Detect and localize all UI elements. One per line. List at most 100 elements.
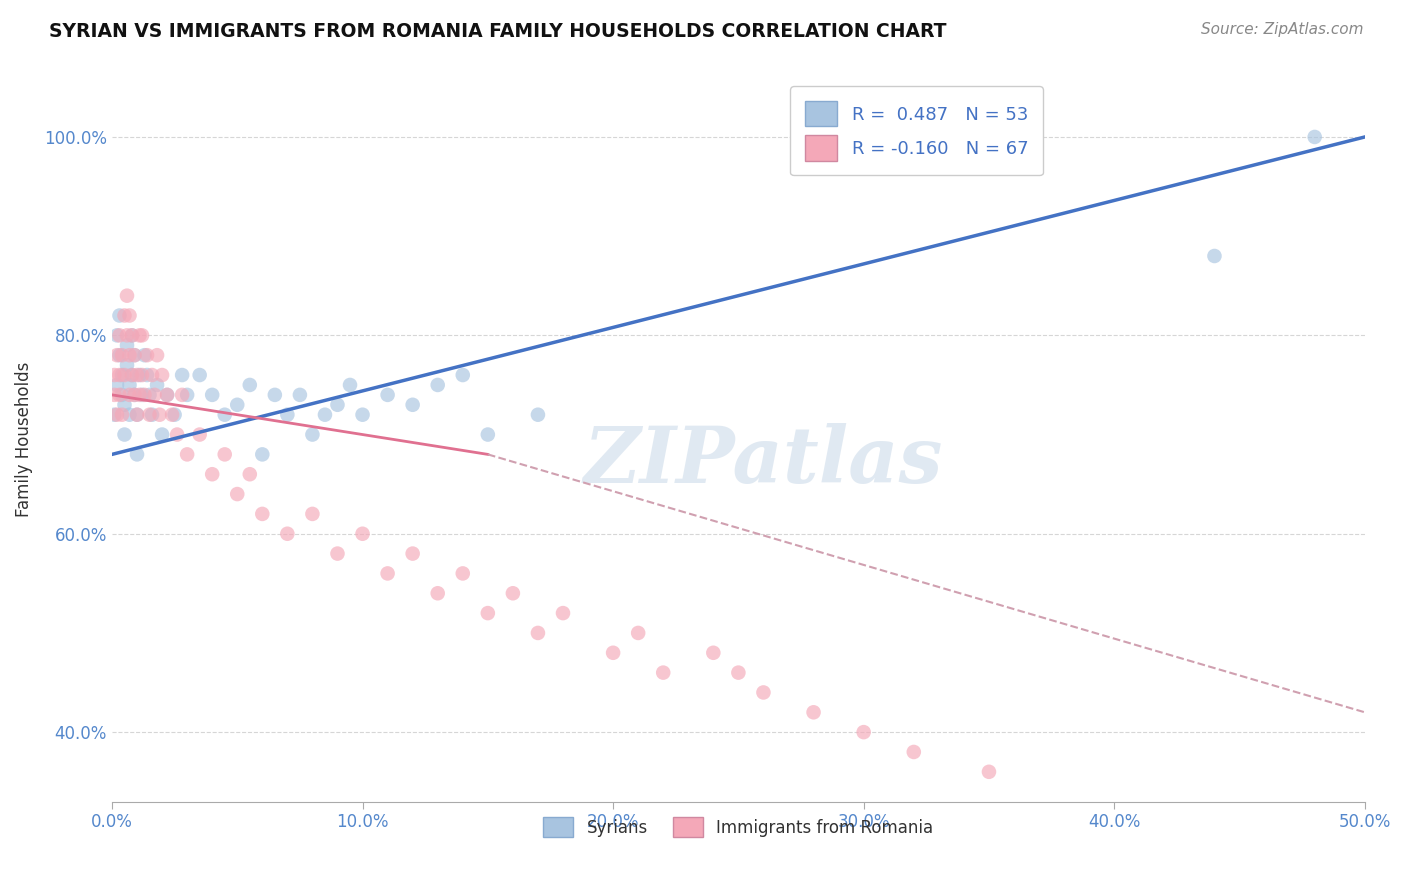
Point	[1204, 249, 1226, 263]
Point	[125, 408, 148, 422]
Point	[105, 408, 128, 422]
Point	[627, 626, 650, 640]
Text: Source: ZipAtlas.com: Source: ZipAtlas.com	[1201, 22, 1364, 37]
Point	[114, 368, 136, 382]
Point	[118, 408, 141, 422]
Point	[352, 408, 374, 422]
Point	[141, 408, 163, 422]
Point	[115, 338, 138, 352]
Point	[105, 378, 128, 392]
Point	[226, 487, 249, 501]
Point	[477, 606, 499, 620]
Point	[426, 378, 449, 392]
Point	[118, 309, 141, 323]
Point	[527, 408, 550, 422]
Point	[111, 348, 134, 362]
Point	[263, 388, 285, 402]
Point	[128, 328, 150, 343]
Point	[602, 646, 624, 660]
Point	[134, 388, 156, 402]
Point	[239, 378, 262, 392]
Point	[114, 427, 136, 442]
Point	[176, 388, 198, 402]
Point	[903, 745, 925, 759]
Point	[111, 408, 134, 422]
Point	[131, 368, 153, 382]
Point	[301, 507, 323, 521]
Point	[143, 388, 166, 402]
Legend: Syrians, Immigrants from Romania: Syrians, Immigrants from Romania	[537, 810, 941, 844]
Point	[477, 427, 499, 442]
Point	[172, 388, 194, 402]
Point	[276, 526, 298, 541]
Point	[1303, 130, 1326, 145]
Point	[108, 348, 131, 362]
Point	[131, 328, 153, 343]
Point	[111, 368, 134, 382]
Point	[115, 288, 138, 302]
Point	[401, 398, 423, 412]
Point	[108, 368, 131, 382]
Point	[118, 388, 141, 402]
Point	[103, 368, 125, 382]
Point	[301, 427, 323, 442]
Point	[156, 388, 179, 402]
Point	[166, 427, 188, 442]
Point	[352, 526, 374, 541]
Point	[114, 309, 136, 323]
Point	[121, 328, 143, 343]
Point	[103, 388, 125, 402]
Point	[105, 348, 128, 362]
Point	[803, 706, 825, 720]
Point	[124, 388, 146, 402]
Point	[125, 408, 148, 422]
Point	[527, 626, 550, 640]
Point	[115, 358, 138, 372]
Y-axis label: Family Households: Family Households	[15, 362, 32, 517]
Point	[339, 378, 361, 392]
Point	[502, 586, 524, 600]
Point	[136, 368, 159, 382]
Point	[136, 348, 159, 362]
Point	[176, 447, 198, 461]
Point	[188, 368, 211, 382]
Point	[146, 348, 169, 362]
Point	[138, 388, 160, 402]
Point	[128, 388, 150, 402]
Point	[160, 408, 183, 422]
Point	[377, 388, 399, 402]
Point	[121, 368, 143, 382]
Point	[118, 348, 141, 362]
Point	[115, 328, 138, 343]
Point	[125, 368, 148, 382]
Point	[377, 566, 399, 581]
Point	[105, 328, 128, 343]
Point	[172, 368, 194, 382]
Point	[124, 388, 146, 402]
Point	[131, 388, 153, 402]
Point	[121, 368, 143, 382]
Point	[114, 398, 136, 412]
Point	[150, 427, 173, 442]
Point	[288, 388, 311, 402]
Point	[852, 725, 875, 739]
Point	[118, 378, 141, 392]
Point	[111, 388, 134, 402]
Point	[977, 764, 1000, 779]
Point	[239, 467, 262, 482]
Point	[201, 467, 224, 482]
Point	[124, 348, 146, 362]
Point	[134, 348, 156, 362]
Point	[401, 547, 423, 561]
Point	[252, 447, 274, 461]
Point	[652, 665, 675, 680]
Point	[148, 408, 170, 422]
Point	[128, 368, 150, 382]
Point	[214, 408, 236, 422]
Text: SYRIAN VS IMMIGRANTS FROM ROMANIA FAMILY HOUSEHOLDS CORRELATION CHART: SYRIAN VS IMMIGRANTS FROM ROMANIA FAMILY…	[49, 22, 946, 41]
Point	[124, 348, 146, 362]
Point	[727, 665, 749, 680]
Point	[121, 328, 143, 343]
Point	[146, 378, 169, 392]
Point	[276, 408, 298, 422]
